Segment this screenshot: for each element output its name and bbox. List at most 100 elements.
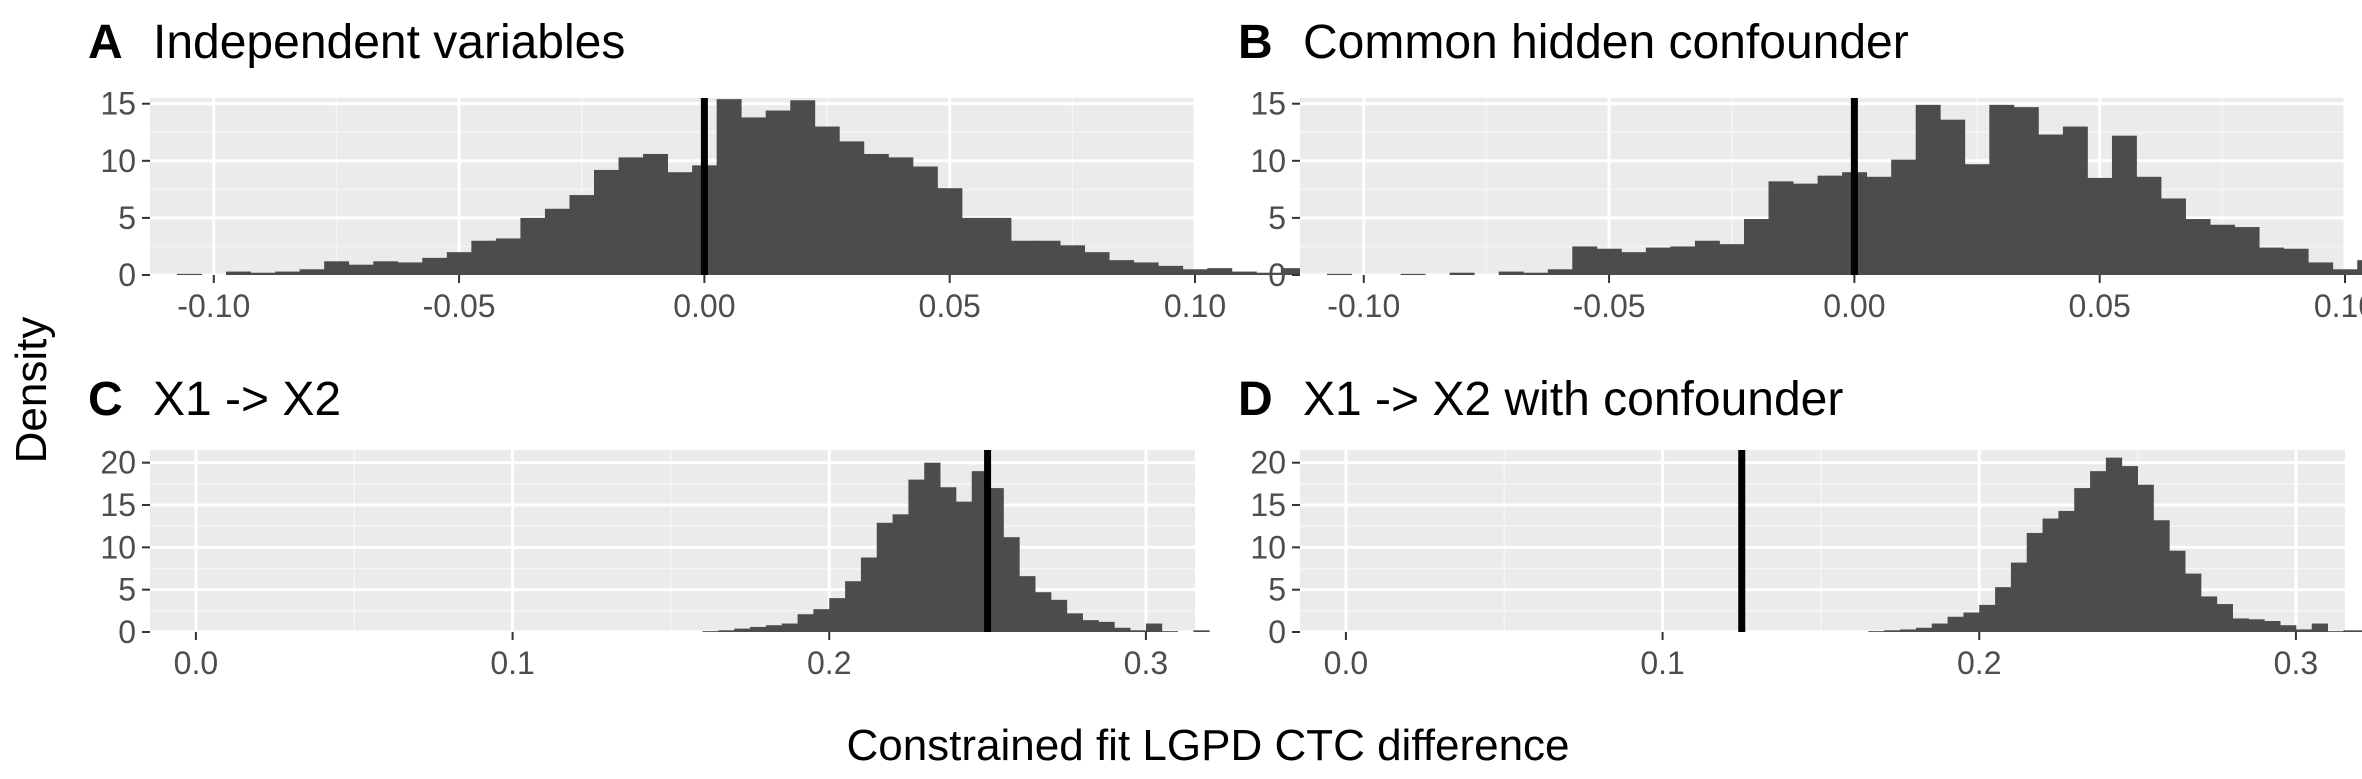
- histogram-bar: [839, 141, 865, 275]
- histogram-bar: [2074, 488, 2091, 632]
- histogram-bar: [2062, 126, 2088, 275]
- histogram-bar: [1145, 623, 1163, 632]
- histogram-bar: [1182, 269, 1208, 275]
- histogram-bar: [1082, 620, 1099, 632]
- panel-a: -0.10 -0.05 0.00 0.05 0.10 0 5 10 15 A Independent…: [88, 16, 1429, 324]
- histogram-bar: [813, 609, 830, 632]
- histogram-bar: [1900, 629, 1917, 632]
- histogram-bar: [924, 462, 941, 632]
- histogram-bar: [2359, 630, 2362, 632]
- histogram-bar: [422, 257, 448, 275]
- histogram-bar: [2087, 177, 2113, 275]
- histogram-bar: [2216, 604, 2233, 632]
- x-tick-label: 0.10: [2314, 288, 2362, 324]
- histogram-bar: [971, 471, 988, 632]
- histogram-bar: [1114, 627, 1131, 632]
- histogram-bar: [667, 172, 693, 275]
- histogram-bar: [2038, 134, 2064, 275]
- panel-c: 0.0 0.1 0.2 0.3 0 5 10 15 20 C X1 -> X2: [88, 373, 1210, 681]
- histogram-bar: [1161, 631, 1178, 632]
- histogram-bar: [1963, 612, 1980, 632]
- panel-tag: B: [1238, 16, 1273, 69]
- y-tick-label: 0: [118, 614, 136, 650]
- x-tick-label: 0.2: [807, 645, 851, 681]
- histogram-bar: [1768, 181, 1794, 275]
- histogram-bar: [1670, 246, 1696, 275]
- histogram-bar: [1084, 252, 1110, 275]
- y-tick-label: 10: [100, 529, 136, 565]
- histogram-bar: [2248, 619, 2265, 632]
- histogram-bar: [1931, 623, 1948, 632]
- histogram-bar: [1915, 104, 1941, 275]
- histogram-bar: [718, 630, 735, 632]
- x-tick-label: 0.1: [490, 645, 534, 681]
- histogram-bar: [814, 126, 840, 275]
- histogram-bar: [750, 626, 767, 632]
- panel-d: 0.0 0.1 0.2 0.3 0 5 10 15 20 D X1 -> X2 with confo…: [1238, 373, 2362, 681]
- panel-tag: C: [88, 373, 123, 426]
- histogram-bar: [2200, 596, 2218, 632]
- histogram-bar: [2283, 248, 2309, 275]
- histogram-bar: [2210, 224, 2236, 275]
- histogram-bar: [2295, 629, 2313, 632]
- x-tick-label: -0.10: [1327, 288, 1400, 324]
- histogram-bar: [1964, 164, 1990, 275]
- histogram-bar: [1694, 240, 1720, 275]
- histogram-bar: [1891, 159, 1917, 275]
- histogram-bar: [888, 157, 914, 275]
- histogram-bar: [348, 264, 374, 275]
- histogram-bar: [2111, 135, 2137, 275]
- histogram-bar: [2327, 631, 2344, 632]
- histogram-bar: [495, 238, 521, 275]
- x-tick-label: 0.0: [174, 645, 218, 681]
- histogram-bar: [373, 261, 399, 275]
- histogram-bar: [829, 598, 846, 632]
- histogram-bar: [790, 100, 816, 275]
- histogram-bar: [734, 628, 751, 632]
- x-tick-label: 0.1: [1640, 645, 1684, 681]
- histogram-bar: [2137, 484, 2154, 632]
- y-tick-label: 15: [100, 86, 136, 122]
- panel-title: Common hidden confounder: [1303, 16, 1909, 69]
- histogram-bar: [797, 614, 814, 632]
- histogram-bar: [1133, 262, 1159, 275]
- histogram-bar: [892, 514, 909, 632]
- panel-tag: D: [1238, 373, 1273, 426]
- histogram-bar: [1868, 631, 1885, 632]
- panel-title: Independent variables: [153, 16, 625, 69]
- histogram-bar: [1060, 245, 1086, 275]
- histogram-bar: [1645, 247, 1671, 275]
- histogram-bar: [908, 479, 925, 632]
- y-tick-label: 0: [1268, 614, 1286, 650]
- histogram-bar: [1979, 604, 1996, 632]
- histogram-bar: [2161, 198, 2186, 275]
- panel-title: X1 -> X2: [153, 373, 341, 426]
- x-tick-label: 0.00: [673, 288, 735, 324]
- histogram-bar: [987, 488, 1004, 632]
- histogram-bar: [1231, 271, 1257, 275]
- histogram-bar: [1130, 630, 1147, 632]
- x-axis-title: Constrained fit LGPD CTC difference: [846, 721, 1569, 770]
- histogram-bar: [2185, 573, 2202, 632]
- histogram-bar: [2280, 625, 2297, 632]
- histogram-bar: [2357, 260, 2362, 275]
- histogram-bar: [1915, 627, 1933, 632]
- histogram-bar: [1793, 183, 1818, 275]
- histogram-bar: [2232, 618, 2249, 632]
- histogram-bar: [250, 272, 276, 275]
- histogram-bar: [702, 631, 719, 632]
- histogram-bar: [1940, 119, 1966, 275]
- y-tick-label: 10: [1250, 143, 1286, 179]
- histogram-bar: [226, 271, 251, 275]
- x-tick-label: 0.05: [2069, 288, 2131, 324]
- x-tick-label: 0.00: [1823, 288, 1885, 324]
- histogram-bar: [1449, 272, 1475, 275]
- histogram-bar: [1050, 599, 1068, 632]
- histogram-bar: [2136, 176, 2162, 275]
- histogram-bar: [1326, 273, 1352, 275]
- histogram-bar: [1066, 613, 1083, 632]
- histogram-bar: [2264, 620, 2281, 632]
- y-tick-label: 5: [1268, 200, 1286, 236]
- histogram-bar: [176, 273, 202, 275]
- histogram-bar: [1019, 576, 1036, 632]
